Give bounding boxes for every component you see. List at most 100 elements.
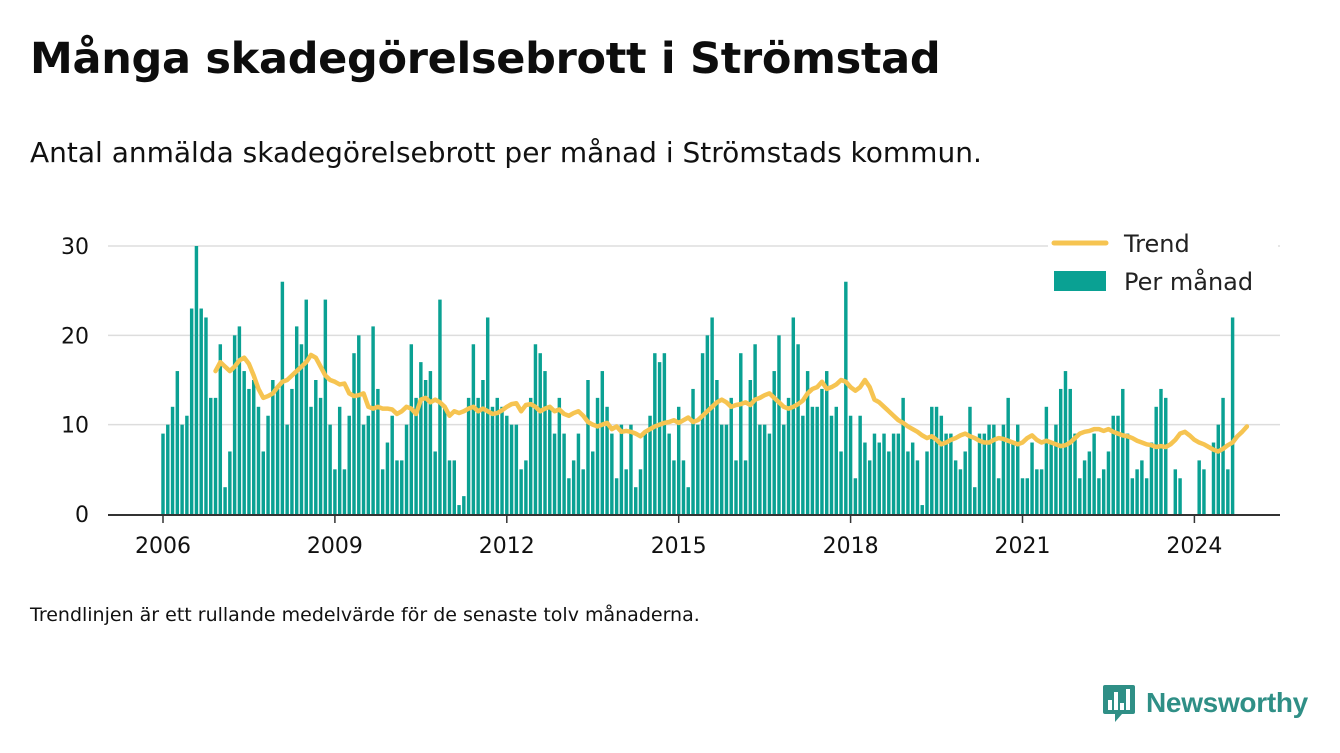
x-tick-label: 2018 (823, 534, 879, 559)
bar (805, 371, 810, 514)
bar (643, 433, 647, 514)
bar (786, 397, 791, 514)
bar (1035, 469, 1039, 514)
bar (466, 397, 471, 514)
bar (189, 308, 194, 514)
bar (1154, 406, 1158, 514)
bar (185, 415, 189, 514)
bar (438, 299, 442, 514)
bar (1116, 415, 1120, 514)
bar (400, 460, 404, 514)
bar (1011, 442, 1015, 514)
bar (743, 460, 748, 514)
bar (409, 344, 414, 514)
bar (844, 281, 848, 514)
bar (166, 424, 170, 514)
bar (715, 380, 719, 514)
legend-trend-label: Trend (1123, 230, 1190, 258)
bar (1087, 451, 1092, 514)
bar (290, 388, 294, 514)
bar (949, 433, 953, 514)
bar (1159, 388, 1163, 514)
bar-line-chart: 0 10 20 30 2006 2009 2012 2015 2018 2021 2024 Tre… (61, 228, 1280, 559)
bar (538, 353, 542, 514)
bar (1125, 433, 1130, 514)
x-axis-ticks: 2006 2009 2012 2015 2018 2021 2024 (135, 515, 1222, 559)
bar (199, 308, 203, 514)
bar (815, 406, 819, 514)
bar (667, 433, 671, 514)
bar (471, 344, 476, 514)
bar (1044, 406, 1049, 514)
bar (490, 406, 495, 514)
bar (209, 397, 213, 514)
bar (853, 478, 858, 514)
bar (1063, 371, 1068, 514)
bar (629, 424, 633, 514)
bar (562, 433, 566, 514)
bar (977, 433, 982, 514)
bar (848, 415, 853, 514)
bar (657, 362, 662, 514)
bar (505, 415, 509, 514)
bar (256, 406, 261, 514)
bar (1078, 478, 1082, 514)
y-tick-label: 10 (61, 414, 89, 439)
bar (242, 371, 246, 514)
legend-bars-swatch (1054, 271, 1106, 291)
x-tick-label: 2021 (995, 534, 1051, 559)
bar (676, 406, 681, 514)
bar (691, 388, 695, 514)
bar (600, 371, 605, 514)
bar (1140, 460, 1144, 514)
bar (376, 388, 380, 514)
bar (252, 380, 256, 514)
bar (567, 478, 571, 514)
bar (261, 451, 265, 514)
x-tick-label: 2009 (307, 534, 363, 559)
bar (729, 397, 733, 514)
bar (1197, 460, 1201, 514)
footnote: Trendlinjen är ett rullande medelvärde f… (30, 604, 700, 626)
bar (213, 397, 218, 514)
bar (595, 397, 600, 514)
bar (433, 451, 437, 514)
bar (581, 469, 585, 514)
bar (953, 460, 958, 514)
bar (882, 433, 886, 514)
bar (891, 433, 896, 514)
bar (968, 406, 972, 514)
bar (648, 415, 652, 514)
bar (662, 353, 667, 514)
bar (820, 388, 824, 514)
bar (591, 451, 595, 514)
bar (887, 451, 891, 514)
bar (672, 460, 676, 514)
bar (1030, 442, 1034, 514)
bar (237, 326, 242, 514)
x-tick-label: 2012 (479, 534, 535, 559)
bar (1216, 424, 1220, 514)
bar (791, 317, 796, 514)
bar (481, 380, 485, 514)
bar (934, 406, 939, 514)
bar (762, 424, 767, 514)
bar (543, 371, 547, 514)
bar (839, 451, 843, 514)
bar (619, 424, 624, 514)
bar (571, 460, 576, 514)
bar (223, 487, 227, 514)
bar (576, 433, 581, 514)
bar (443, 406, 447, 514)
bar (476, 397, 480, 514)
bar (318, 397, 323, 514)
bar (304, 299, 308, 514)
y-tick-label: 20 (61, 324, 89, 349)
bar (495, 397, 499, 514)
bar (1230, 317, 1235, 514)
bar (901, 397, 905, 514)
bar (1016, 424, 1020, 514)
bar (1039, 469, 1044, 514)
bar (175, 371, 180, 514)
bar (624, 469, 628, 514)
